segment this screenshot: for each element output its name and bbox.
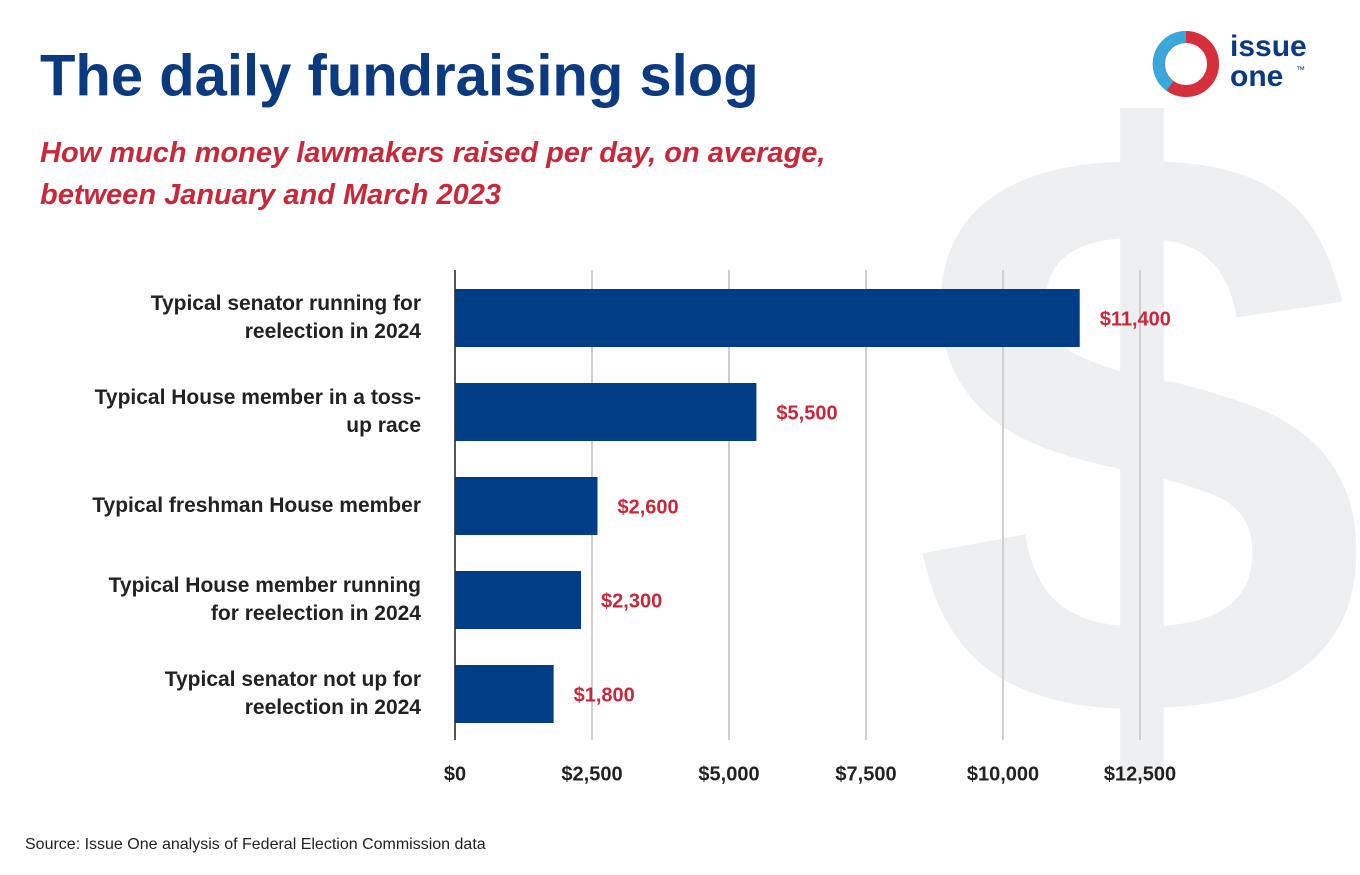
category-label: Typical freshman House member: [92, 494, 421, 517]
logo: issue one ™: [1152, 30, 1307, 97]
value-label: $2,600: [617, 496, 678, 518]
logo-ring-blue: [1152, 30, 1187, 91]
category-label: Typical senator not up for reelection in…: [164, 668, 421, 719]
x-tick-label: $2,500: [561, 763, 622, 785]
x-tick-label: $5,000: [698, 763, 759, 785]
bar: [455, 571, 582, 629]
value-label: $5,500: [776, 402, 837, 424]
logo-text: issue: [1230, 30, 1307, 63]
bar: [455, 383, 757, 441]
subtitle-box: How much money lawmakers raised per day,…: [40, 137, 826, 211]
bar: [455, 665, 554, 723]
category-label: Typical House member in a toss-up race: [94, 386, 421, 437]
chart-subtitle: How much money lawmakers raised per day,…: [40, 137, 826, 211]
x-tick-label: $12,500: [1104, 763, 1176, 785]
bar: [455, 477, 598, 535]
x-tick-label: $10,000: [967, 763, 1039, 785]
watermark: $: [912, 0, 1360, 875]
value-label: $1,800: [574, 684, 635, 706]
source-note: Source: Issue One analysis of Federal El…: [25, 836, 486, 853]
chart-title: The daily fundraising slog: [40, 43, 759, 108]
bar: [455, 289, 1080, 347]
category-label: Typical senator running for reelection i…: [150, 292, 421, 343]
logo-text: one: [1230, 60, 1283, 93]
category-label: Typical House member running for reelect…: [108, 574, 421, 625]
x-tick-label: $0: [444, 763, 466, 785]
x-tick-label: $7,500: [835, 763, 896, 785]
value-label: $11,400: [1100, 308, 1171, 330]
logo-mark: ™: [1296, 64, 1305, 74]
value-label: $2,300: [601, 590, 662, 612]
